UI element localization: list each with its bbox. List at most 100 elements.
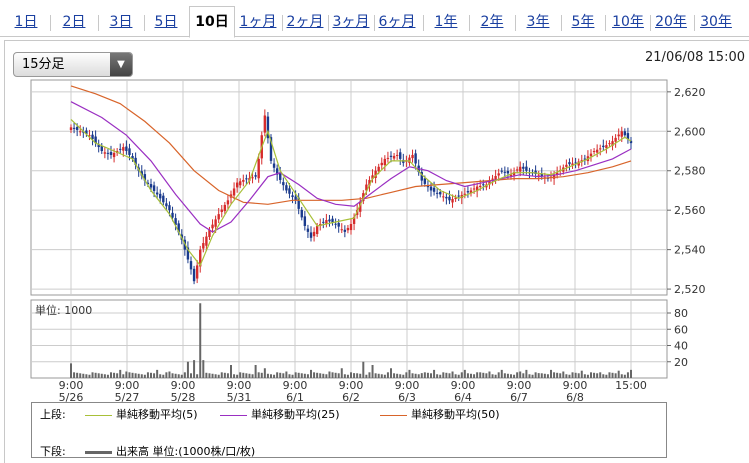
candle-body	[488, 181, 491, 185]
volume-bar	[479, 372, 482, 378]
legend-ma50: 単純移動平均(50)	[380, 406, 500, 422]
candle-body	[611, 141, 614, 146]
volume-bar	[70, 363, 72, 378]
candle-body	[263, 115, 267, 133]
candle-body	[155, 192, 159, 195]
tab-10[interactable]: 1年	[434, 14, 458, 30]
candle-body	[146, 182, 150, 185]
candle-body	[552, 174, 556, 179]
volume-bar	[402, 374, 405, 378]
candle-body	[525, 166, 528, 171]
volume-bar	[233, 374, 236, 378]
candle-body	[91, 134, 94, 140]
chevron-down-icon[interactable]: ▼	[110, 53, 132, 76]
tab-15[interactable]: 20年	[655, 14, 687, 30]
volume-bar	[623, 374, 626, 378]
volume-bar	[306, 374, 309, 378]
tab-separator	[97, 15, 99, 31]
tab-14[interactable]: 10年	[612, 14, 644, 30]
ma5-line	[70, 118, 632, 267]
volume-bar	[550, 369, 552, 378]
candle-body	[131, 156, 134, 159]
volume-bar	[288, 374, 291, 378]
volume-tick-label: 60	[674, 323, 688, 336]
volume-bar	[328, 371, 331, 378]
candle-body	[269, 137, 273, 161]
candle-body	[312, 231, 316, 237]
tab-2[interactable]: 2日	[62, 14, 86, 30]
candle-body	[168, 205, 171, 211]
volume-bar	[88, 374, 91, 378]
volume-bar	[165, 372, 168, 378]
tab-separator	[328, 15, 329, 31]
x-tick-time: 9:00	[171, 379, 196, 392]
candle-body	[426, 185, 430, 188]
legend-lower-label: 下段:	[40, 445, 66, 458]
volume-bar	[263, 368, 266, 378]
candle-body	[325, 220, 328, 224]
tab-9[interactable]: 6ヶ月	[378, 14, 416, 30]
candle-body	[497, 173, 500, 176]
x-tick-date: 6/3	[398, 391, 416, 402]
price-tick-label: 2,560	[674, 204, 706, 217]
price-pane: 2,620 2,600 2,580 2,560 2,540 2,520	[30, 79, 706, 296]
volume-bar	[617, 370, 620, 378]
tab-11[interactable]: 2年	[480, 14, 504, 30]
volume-bar	[562, 371, 565, 378]
volume-bar	[470, 373, 472, 378]
candle-body	[254, 175, 257, 177]
x-tick-time: 15:00	[615, 379, 647, 392]
volume-bar	[482, 372, 485, 378]
tab-12[interactable]: 3年	[526, 14, 550, 30]
candle-body	[192, 268, 196, 282]
candle-body	[217, 214, 220, 220]
volume-bar	[171, 373, 174, 378]
candle-body	[195, 265, 199, 279]
candle-body	[315, 225, 319, 235]
volume-bar	[205, 372, 208, 378]
volume-bar	[103, 374, 106, 378]
x-tick-date: 6/4	[454, 391, 472, 402]
volume-bar	[590, 372, 592, 378]
candle-body	[589, 153, 593, 157]
volume-bar	[226, 373, 229, 378]
volume-bar	[620, 374, 623, 378]
candle-body	[285, 185, 288, 191]
candle-body	[519, 166, 522, 172]
volume-bar	[266, 373, 269, 378]
chart-panel	[4, 40, 749, 463]
chart-datetime: 21/06/08 15:00	[645, 50, 745, 65]
candle-body	[457, 195, 460, 197]
candle-body	[125, 146, 128, 152]
volume-bar	[319, 373, 322, 378]
tab-3[interactable]: 3日	[109, 14, 133, 30]
volume-bar	[414, 373, 417, 378]
candle-body	[109, 152, 113, 155]
x-tick-date: 6/2	[342, 391, 360, 402]
candle-body	[346, 227, 350, 231]
candle-body	[199, 249, 202, 267]
candle-body	[143, 174, 147, 181]
price-frame	[30, 79, 668, 296]
ma50-line	[70, 85, 632, 205]
tab-13[interactable]: 5年	[571, 14, 595, 30]
candle-body	[334, 223, 337, 225]
tab-8[interactable]: 3ヶ月	[332, 14, 370, 30]
candle-body	[472, 188, 476, 190]
candle-body	[491, 178, 494, 180]
volume-bar	[583, 374, 586, 378]
volume-bar	[122, 374, 125, 378]
volume-bar	[150, 372, 152, 378]
tab-5[interactable]: 10日	[189, 6, 235, 38]
tab-6[interactable]: 1ヶ月	[239, 14, 277, 30]
volume-bar	[457, 374, 460, 378]
volume-bar	[91, 372, 94, 378]
tab-4[interactable]: 5日	[154, 14, 178, 30]
candle-body	[94, 136, 97, 144]
candle-body	[303, 216, 307, 226]
tab-7[interactable]: 2ヶ月	[286, 14, 324, 30]
volume-bar	[383, 374, 386, 378]
tab-16[interactable]: 30年	[700, 14, 732, 30]
tab-1[interactable]: 1日	[14, 14, 38, 30]
interval-select[interactable]: 15分足 ▼	[13, 52, 133, 77]
